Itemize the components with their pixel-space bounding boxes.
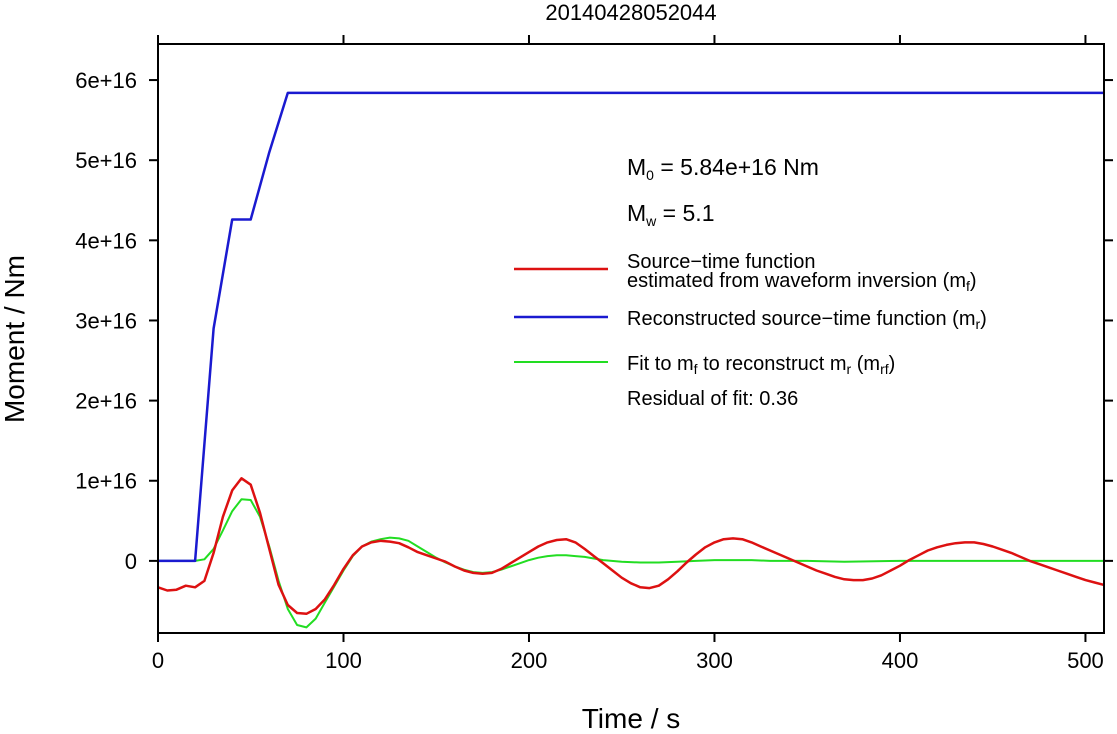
x-tick-label-2: 200 [511,648,548,673]
y-tick-label-6: 6e+16 [75,68,137,93]
plot-area [157,43,1105,634]
x-tick-label-4: 400 [882,648,919,673]
annotations: M0 = 5.84e+16 Nm Mw = 5.1 [627,154,819,229]
plot-frame [157,43,1105,634]
x-axis-label: Time / s [582,703,681,734]
series-line-mr [158,91,1104,563]
mw-annotation: Mw = 5.1 [627,200,714,229]
legend-label-mf-line1: Source−time function [627,251,815,273]
legend-label-mr: Reconstructed source−time function (mr) [627,308,987,332]
y-tick-label-1: 1e+16 [75,469,137,494]
legend: Source−time function estimated from wave… [514,251,987,410]
series-lines [157,91,1105,629]
y-tick-label-4: 4e+16 [75,228,137,253]
chart-title: 20140428052044 [545,0,716,25]
series-line-mf [157,477,1105,616]
y-tick-label-2: 2e+16 [75,389,137,414]
y-tick-label-0: 0 [125,549,137,574]
y-axis: 0 1e+16 2e+16 3e+16 4e+16 5e+16 6e+16 [75,68,1113,574]
x-tick-label-0: 0 [152,648,164,673]
x-axis: 0 100 200 300 400 500 [152,35,1104,673]
y-tick-label-3: 3e+16 [75,308,137,333]
m0-annotation: M0 = 5.84e+16 Nm [627,154,819,183]
y-axis-label: Moment / Nm [0,255,30,423]
y-tick-label-5: 5e+16 [75,148,137,173]
x-tick-label-1: 100 [325,648,362,673]
residual-annotation: Residual of fit: 0.36 [627,388,798,410]
x-tick-label-5: 500 [1067,648,1104,673]
series-line-mrf [158,498,1104,629]
legend-label-mrf: Fit to mf to reconstruct mr (mrf) [627,353,895,377]
x-tick-label-3: 300 [696,648,733,673]
legend-label-mf-line2: estimated from waveform inversion (mf) [627,270,977,294]
